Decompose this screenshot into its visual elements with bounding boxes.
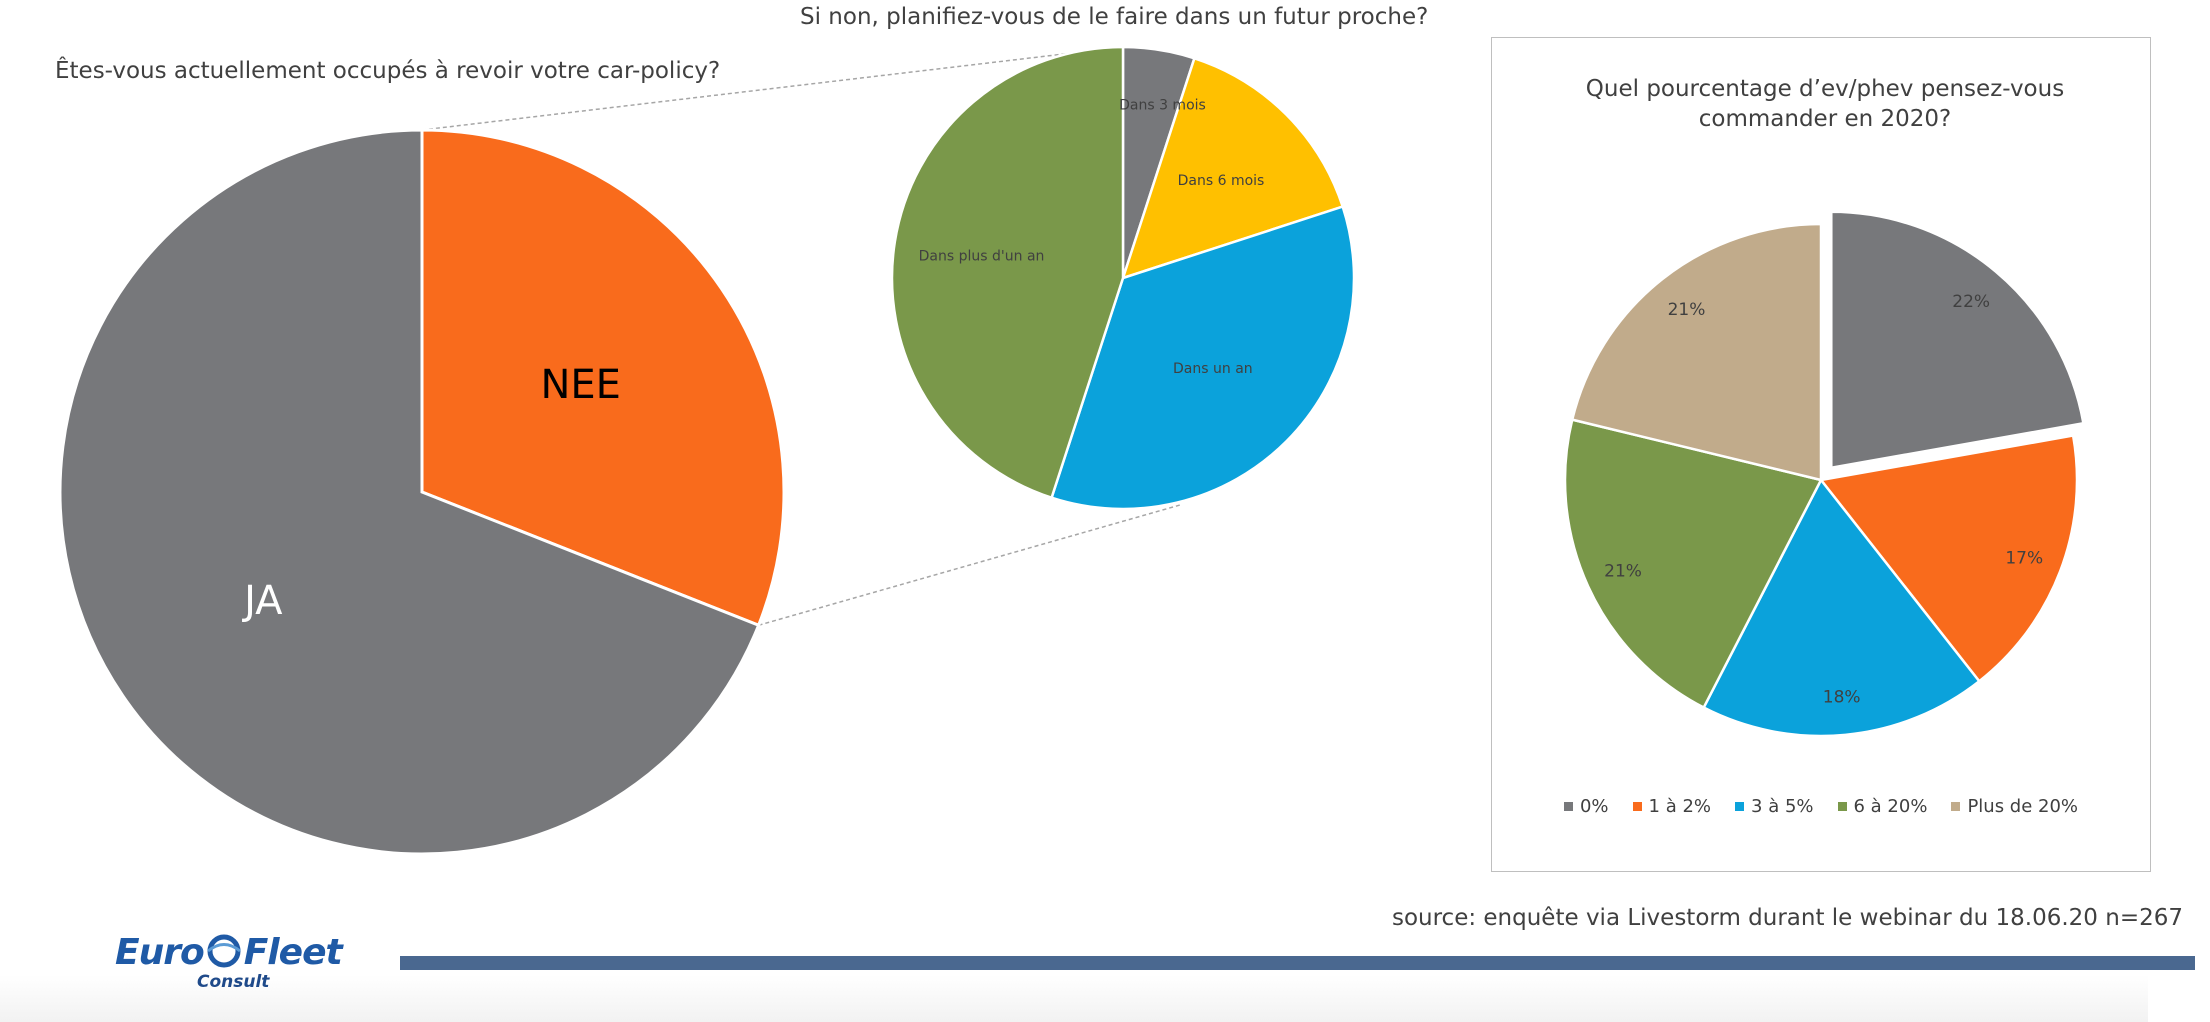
legend-label: 3 à 5% xyxy=(1751,796,1814,817)
logo-word: Euro Fleet xyxy=(115,932,343,973)
chart1-title: Êtes-vous actuellement occupés à revoir … xyxy=(55,58,721,84)
pie1-slice-nee xyxy=(420,128,786,628)
pie2-label-dans-6-mois: Dans 6 mois xyxy=(1178,173,1265,189)
legend-label: 1 à 2% xyxy=(1648,796,1712,817)
legend-swatch xyxy=(1735,802,1745,811)
pie2-label-dans-un-an: Dans un an xyxy=(1173,361,1253,377)
eurofleet-logo: Euro Fleet Consult xyxy=(115,932,375,998)
legend-swatch xyxy=(1837,802,1847,811)
pie3-slice-1-a-2 xyxy=(1818,434,2079,683)
legend-label: 6 à 20% xyxy=(1853,796,1928,817)
chart3-title-line2: commander en 2020? xyxy=(1698,106,1952,132)
pie3-slice-0 xyxy=(1830,210,2085,470)
pie3-slice-3-a-5 xyxy=(1702,477,1982,738)
pie3-label-3-a-5: 18% xyxy=(1823,688,1861,708)
pie2-slice-dans-6-mois xyxy=(1121,56,1345,280)
pie3-slice-6-a-20 xyxy=(1563,418,1823,710)
pie3-slice-plus-de-20 xyxy=(1570,222,1823,482)
legend-item-3-a-5: 3 à 5% xyxy=(1735,796,1814,817)
connector-line-bottom xyxy=(758,504,1181,626)
legend-label: 0% xyxy=(1579,796,1609,817)
pie1-slice-ja xyxy=(58,128,761,856)
chart3-legend: 0% 1 à 2% 3 à 5% 6 à 20% Plus de 20% xyxy=(1491,796,2151,817)
pie3-label-1-a-2: 17% xyxy=(2005,549,2043,569)
pie3-label-6-a-20: 21% xyxy=(1604,561,1642,581)
legend-swatch xyxy=(1632,802,1642,811)
pie3-label-0: 22% xyxy=(1952,292,1990,312)
legend-item-1-a-2: 1 à 2% xyxy=(1632,796,1712,817)
pie2-slice-dans-un-an xyxy=(1050,205,1356,511)
footer-bar xyxy=(400,956,2195,970)
chart3-frame xyxy=(1491,37,2151,872)
pie1-label-ja: JA xyxy=(241,578,283,624)
source-note: source: enquête via Livestorm durant le … xyxy=(1391,905,2183,931)
legend-swatch xyxy=(1563,802,1573,811)
legend-swatch xyxy=(1951,802,1961,811)
chart3-title-line1: Quel pourcentage d’ev/phev pensez-vous xyxy=(1585,76,2065,102)
pie2-label-dans-plus-d-un-an: Dans plus d'un an xyxy=(919,249,1045,265)
legend-item-plus-de-20: Plus de 20% xyxy=(1951,796,2078,817)
connector-line-top xyxy=(421,46,1124,131)
chart2-title: Si non, planifiez-vous de le faire dans … xyxy=(800,4,1429,30)
legend-item-0: 0% xyxy=(1563,796,1609,817)
logo-subtitle: Consult xyxy=(197,972,270,992)
pie2-label-dans-3-mois: Dans 3 mois xyxy=(1119,98,1206,114)
chart3-title: Quel pourcentage d’ev/phev pensez-vous c… xyxy=(1510,74,2140,134)
pie2-slice-dans-plus-d-un-an xyxy=(890,45,1125,500)
pie3-label-plus-de-20: 21% xyxy=(1668,300,1706,320)
legend-label: Plus de 20% xyxy=(1967,796,2079,817)
legend-item-6-a-20: 6 à 20% xyxy=(1837,796,1928,817)
footer-background xyxy=(0,975,2148,1022)
logo-globe-icon xyxy=(206,934,241,968)
pie1-label-nee: NEE xyxy=(540,362,620,408)
